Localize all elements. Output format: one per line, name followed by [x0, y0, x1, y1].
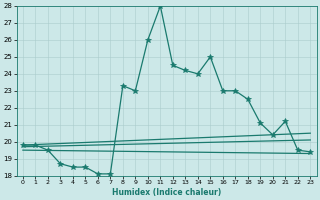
- X-axis label: Humidex (Indice chaleur): Humidex (Indice chaleur): [112, 188, 221, 197]
